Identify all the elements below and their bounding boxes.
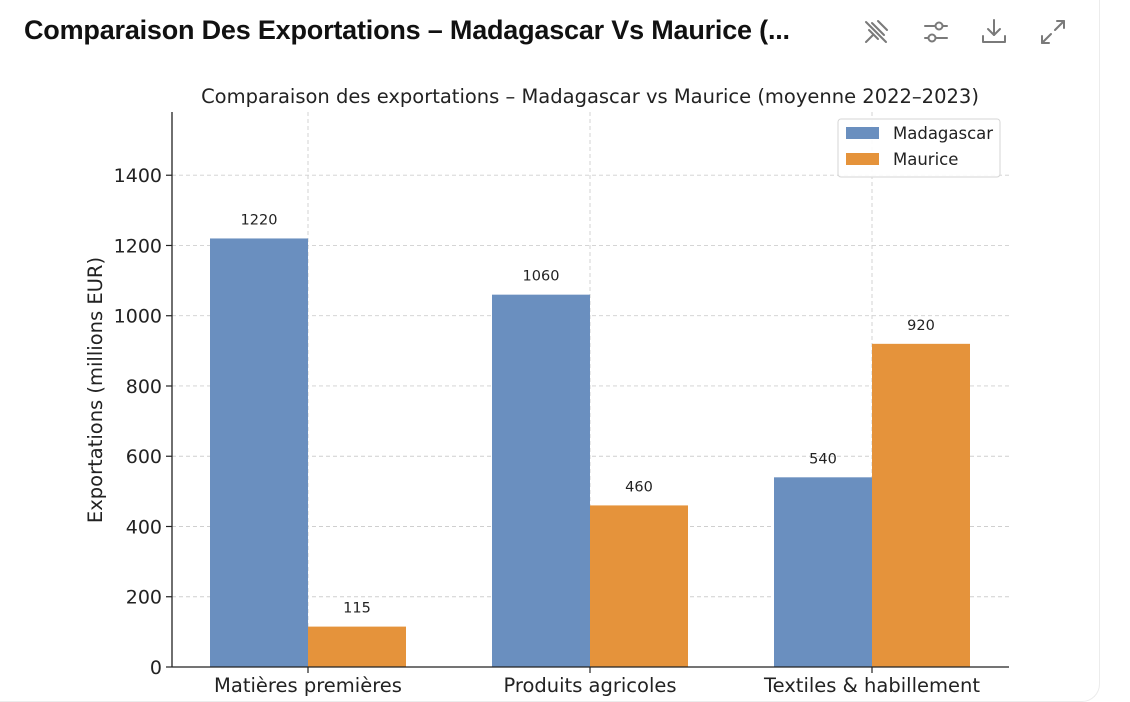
chart-card: Comparaison Des Exportations – Madagasca…: [0, 0, 1100, 702]
x-tick-label: Textiles & habillement: [763, 674, 980, 697]
bar-maurice-1: [590, 505, 688, 667]
bars: [210, 238, 970, 668]
y-tick-label: 1200: [114, 235, 162, 257]
pin-off-button[interactable]: [858, 14, 894, 50]
axes: 0 200 400 600 800 1000 1200 1400 Matières premiè…: [114, 112, 1009, 697]
data-label: 1060: [523, 269, 560, 285]
expand-icon: [1035, 14, 1071, 50]
bar-madagascar-1: [492, 294, 590, 667]
settings-button[interactable]: [918, 14, 954, 50]
legend-label: Maurice: [893, 150, 958, 169]
data-label: 460: [625, 479, 653, 495]
data-label: 540: [809, 451, 837, 467]
sliders-icon: [918, 14, 954, 50]
y-tick-label: 1000: [114, 306, 162, 328]
bar-maurice-2: [872, 343, 970, 667]
y-tick-label: 0: [150, 657, 162, 679]
x-tick-label: Produits agricoles: [503, 674, 676, 697]
y-axis-label: Exportations (millions EUR): [84, 257, 107, 523]
chart-area: 0 200 400 600 800 1000 1200 1400 Matières premiè…: [0, 64, 1100, 702]
y-tick-label: 800: [126, 376, 162, 398]
data-labels: 1220 1060 540 115 460 920: [241, 212, 935, 616]
page-title: Comparaison Des Exportations – Madagasca…: [24, 15, 790, 45]
data-label: 920: [907, 318, 935, 334]
y-tick-label: 400: [126, 516, 162, 538]
legend: Madagascar Maurice: [837, 118, 1001, 178]
legend-label: Madagascar: [893, 124, 993, 143]
chart-title: Comparaison des exportations – Madagasca…: [201, 85, 979, 108]
legend-swatch: [846, 153, 879, 165]
download-icon: [976, 14, 1012, 50]
pin-off-icon: [858, 14, 894, 50]
y-tick-label: 1400: [114, 165, 162, 187]
download-button[interactable]: [976, 14, 1012, 50]
card-header: Comparaison Des Exportations – Madagasca…: [0, 0, 1100, 64]
data-label: 115: [343, 601, 371, 617]
x-tick-label: Matières premières: [214, 674, 402, 697]
legend-swatch: [846, 127, 879, 139]
bar-madagascar-2: [774, 477, 872, 667]
y-tick-label: 200: [126, 587, 162, 609]
data-label: 1220: [241, 212, 278, 228]
expand-button[interactable]: [1035, 14, 1071, 50]
y-tick-label: 600: [126, 446, 162, 468]
bar-chart: 0 200 400 600 800 1000 1200 1400 Matières premiè…: [84, 85, 1009, 697]
bar-madagascar-0: [210, 238, 308, 668]
bar-maurice-0: [308, 626, 406, 667]
